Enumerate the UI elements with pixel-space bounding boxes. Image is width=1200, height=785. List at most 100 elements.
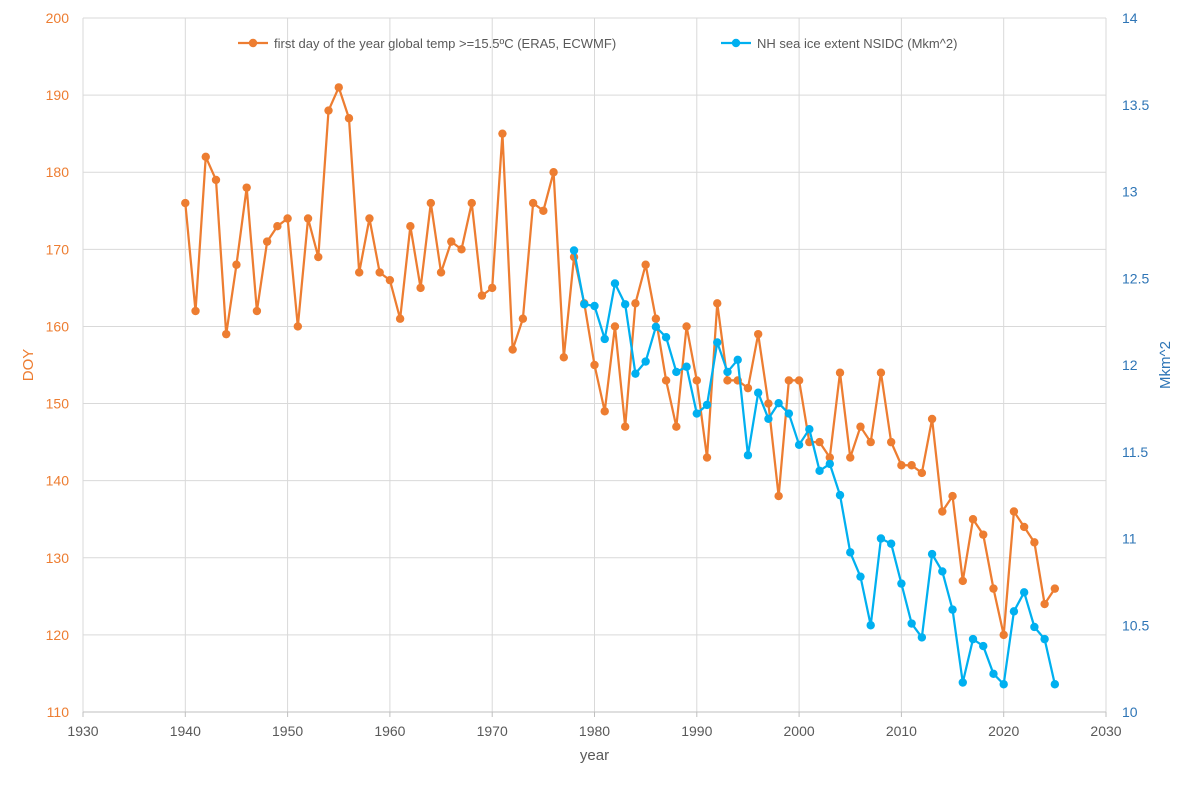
- y-left-tick-label: 130: [46, 550, 70, 566]
- temp-data-point: [395, 314, 405, 323]
- ice-data-point: [713, 338, 722, 347]
- temp-data-point: [232, 260, 241, 269]
- ice-data-point: [794, 440, 804, 450]
- temp-data-point: [385, 275, 395, 285]
- ice-data-point: [661, 333, 671, 342]
- ice-data-point: [1040, 634, 1049, 644]
- ice-data-point: [999, 680, 1008, 689]
- temp-data-point: [314, 252, 323, 262]
- temp-data-point: [549, 168, 558, 177]
- ice-data-point: [702, 400, 712, 410]
- temp-data-point: [651, 314, 661, 323]
- ice-data-point: [968, 634, 978, 644]
- legend-ice-label: NH sea ice extent NSIDC (Mkm^2): [757, 36, 957, 51]
- x-tick-label: 2020: [988, 723, 1019, 739]
- ice-data-point: [979, 641, 988, 651]
- ice-data-point: [610, 279, 620, 288]
- ice-data-point: [835, 490, 845, 500]
- x-tick-label: 2010: [886, 723, 917, 739]
- x-tick-label: 1990: [681, 723, 712, 739]
- temp-data-point: [641, 260, 650, 269]
- temp-data-point: [713, 299, 722, 308]
- y-left-tick-label: 190: [46, 87, 70, 103]
- y-left-tick-label: 150: [46, 396, 70, 412]
- ice-data-point: [764, 414, 773, 423]
- temp-data-point: [262, 237, 272, 246]
- ice-data-point: [1030, 622, 1039, 632]
- ice-data-point: [989, 669, 998, 679]
- temp-data-point: [222, 329, 231, 339]
- temp-data-point: [835, 368, 845, 377]
- temp-data-point: [989, 584, 998, 593]
- temp-data-point: [181, 198, 190, 208]
- ice-data-point: [631, 369, 640, 378]
- ice-data-point: [805, 424, 814, 434]
- y-axis-right-title: Mkm^2: [1157, 341, 1174, 389]
- temp-data-point: [856, 422, 865, 431]
- temp-data-point: [886, 437, 896, 447]
- temp-data-point: [293, 322, 303, 331]
- temp-data-point: [467, 198, 476, 208]
- temp-data-point: [344, 114, 354, 123]
- y-left-tick-label: 170: [46, 241, 70, 257]
- temp-data-point: [917, 468, 927, 478]
- temp-data-point: [999, 630, 1008, 640]
- ice-data-point: [784, 409, 794, 418]
- y-left-tick-label: 200: [46, 10, 70, 26]
- temp-data-point: [1040, 599, 1049, 609]
- x-tick-label: 1980: [579, 723, 610, 739]
- temp-data-point: [753, 329, 763, 339]
- y-left-tick-label: 120: [46, 627, 70, 643]
- temp-data-point: [620, 422, 630, 431]
- temp-data-point: [211, 175, 221, 185]
- x-axis-title: year: [580, 747, 609, 764]
- temp-data-point: [825, 453, 834, 462]
- x-tick-label: 2030: [1090, 723, 1121, 739]
- y-right-tick-label: 12: [1122, 357, 1138, 373]
- temp-data-point: [692, 376, 701, 385]
- temp-data-point: [252, 306, 262, 316]
- ice-data-point: [876, 534, 886, 543]
- temp-data-point: [897, 461, 906, 470]
- y-left-tick-label: 110: [47, 704, 70, 720]
- y-left-tick-label: 140: [46, 473, 70, 489]
- ice-data-point: [590, 301, 599, 311]
- ice-data-point: [723, 367, 732, 377]
- temp-data-point: [528, 198, 538, 208]
- ice-data-point: [856, 572, 865, 581]
- ice-data-point: [825, 459, 834, 469]
- ice-data-point: [672, 367, 681, 377]
- ice-data-point: [651, 322, 661, 332]
- temp-data-point: [958, 576, 967, 586]
- temp-data-point: [488, 283, 497, 293]
- ice-data-point: [1019, 588, 1029, 597]
- temp-data-point: [559, 353, 569, 362]
- temp-data-point: [907, 461, 916, 470]
- temp-data-point: [273, 222, 282, 231]
- axes: 110 120 130 140 150 160 170 180 190 200 10 10.5 11 11…: [46, 10, 1150, 739]
- x-tick-label: 1930: [67, 723, 98, 739]
- ice-data-point: [774, 398, 783, 408]
- temp-data-point: [631, 299, 640, 308]
- temp-data-point: [661, 376, 671, 385]
- temp-data-point: [672, 422, 681, 431]
- temp-data-point: [416, 283, 425, 293]
- temp-data-point: [477, 291, 487, 300]
- ice-data-point: [948, 605, 957, 614]
- temp-data-point: [948, 491, 957, 501]
- y-left-tick-label: 160: [46, 318, 70, 334]
- temp-data-point: [610, 322, 620, 331]
- x-tick-label: 1950: [272, 723, 303, 739]
- temp-data-point: [242, 183, 251, 192]
- temp-data-point: [743, 383, 753, 393]
- temp-data-point: [968, 515, 978, 524]
- temp-data-point: [457, 245, 466, 254]
- ice-data-point: [897, 579, 906, 588]
- temp-data-point: [283, 214, 292, 223]
- temp-data-point: [1019, 522, 1029, 532]
- x-tick-label: 1970: [477, 723, 508, 739]
- temp-data-point: [784, 376, 794, 385]
- y-right-tick-label: 13: [1122, 184, 1138, 200]
- temp-data-point: [447, 237, 456, 246]
